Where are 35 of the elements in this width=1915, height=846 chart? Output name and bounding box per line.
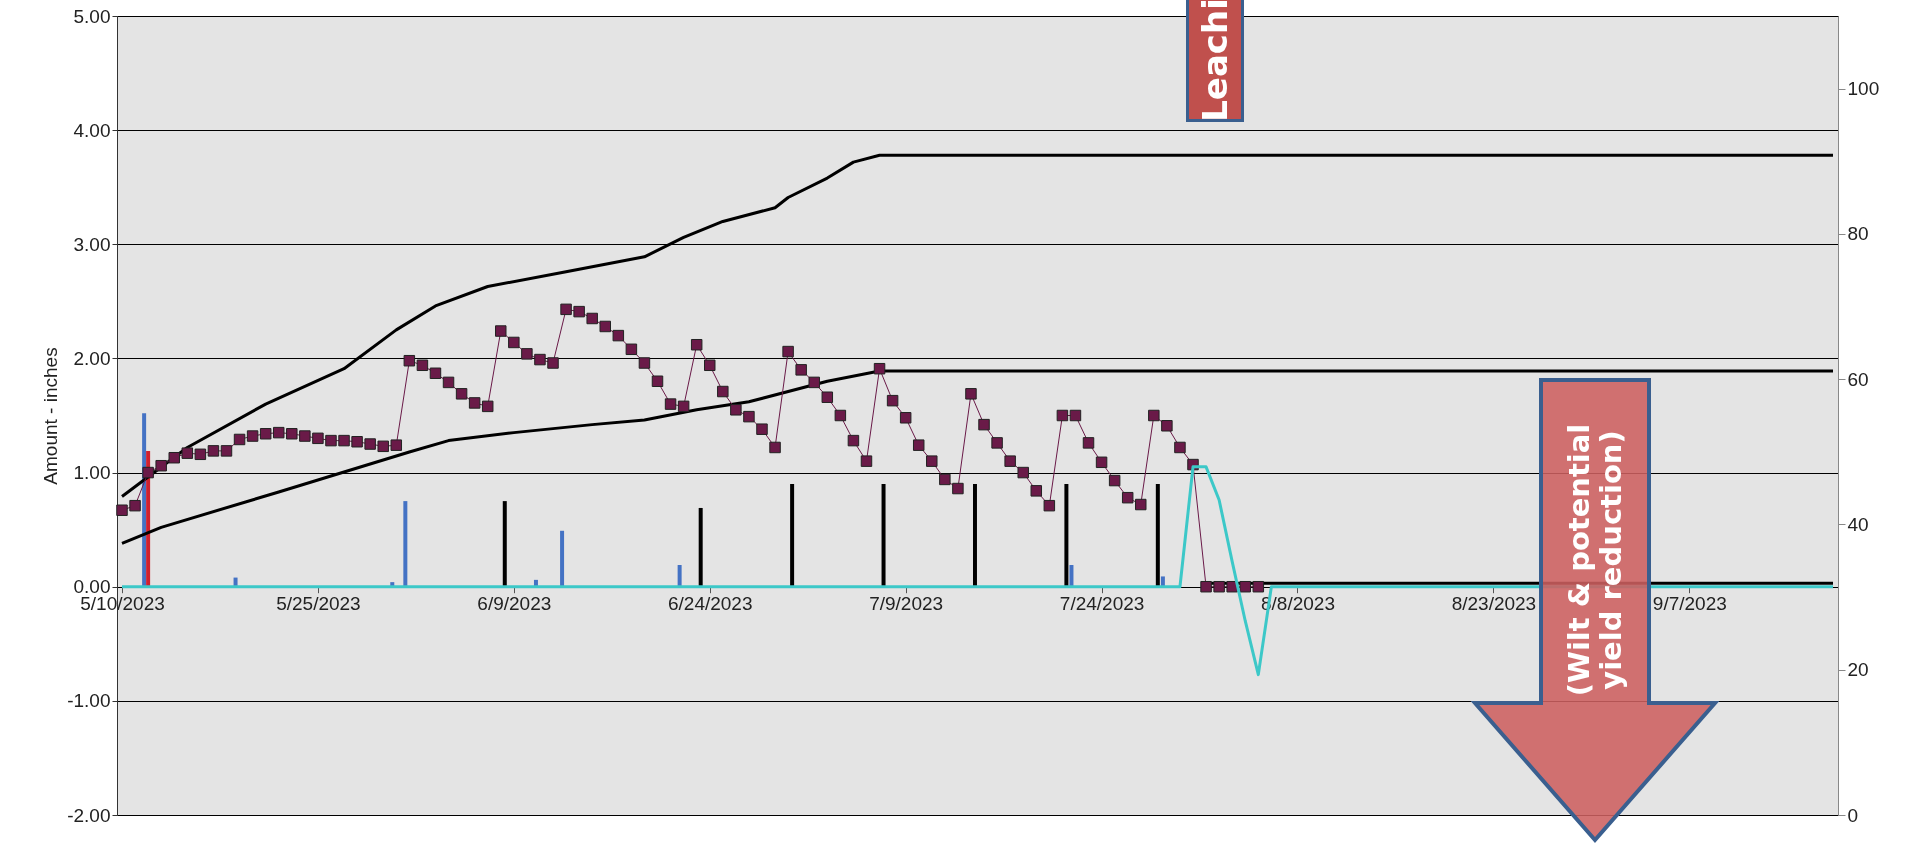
annotation: Leachi	[1195, 0, 1235, 122]
bar	[502, 501, 507, 587]
y-tick-label: 5.00	[73, 5, 111, 27]
bar	[1064, 483, 1069, 587]
x-tick-label: 6/24/2023	[667, 593, 753, 615]
y-tick-label: 0.00	[73, 576, 111, 598]
x-tick-label: 6/9/2023	[477, 593, 552, 615]
y-axis-title: Amount - inches	[40, 347, 62, 485]
y2-tick-label: 20	[1847, 659, 1869, 681]
x-tick-label: 5/25/2023	[276, 593, 361, 615]
y-tick-label: -1.00	[67, 690, 111, 712]
bar	[560, 530, 565, 587]
y-tick-label: 4.00	[73, 119, 111, 141]
bar	[972, 483, 977, 587]
bar	[698, 507, 703, 587]
y2-tick-label: 80	[1847, 223, 1869, 245]
bar	[1069, 565, 1074, 587]
y-tick-label: -2.00	[67, 804, 111, 826]
bar	[1155, 483, 1160, 587]
y2-tick-label: 100	[1847, 78, 1880, 100]
bar	[881, 483, 886, 587]
x-tick-label: 9/7/2023	[1652, 593, 1727, 615]
annotation: (Wilt & potential yield reduction)	[1561, 422, 1628, 699]
x-tick-label: 7/24/2023	[1059, 593, 1145, 615]
bar	[790, 483, 795, 587]
y2-tick-label: 0	[1847, 804, 1859, 826]
bar	[677, 565, 682, 587]
y-tick-label: 2.00	[73, 347, 111, 369]
y2-tick-label: 60	[1847, 368, 1869, 390]
y2-tick-label: 40	[1847, 513, 1869, 535]
bar	[403, 501, 408, 587]
x-tick-label: 7/9/2023	[869, 593, 944, 615]
y-tick-label: 3.00	[73, 233, 111, 255]
y-tick-label: 1.00	[73, 462, 111, 484]
x-tick-label: 8/23/2023	[1451, 593, 1537, 615]
